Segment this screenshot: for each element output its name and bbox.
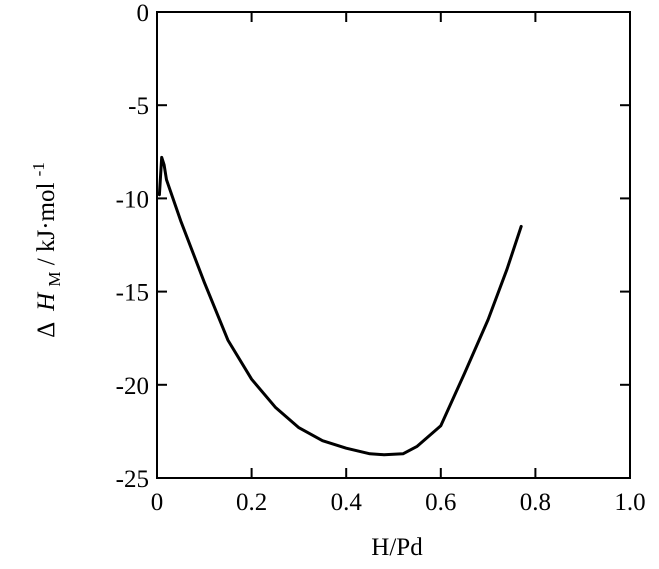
y-tick-label: -10 xyxy=(116,186,149,213)
y-tick-label: -25 xyxy=(116,466,149,493)
x-tick-label: 1.0 xyxy=(614,489,645,516)
y-tick-labels: 0 -5 -10 -15 -20 -25 xyxy=(116,0,149,493)
x-tick-label: 0 xyxy=(151,489,164,516)
x-ticks xyxy=(156,12,631,478)
y-axis-label-superscript: -1 xyxy=(29,162,48,176)
y-axis-label: Δ H M / kJ·mol -1 xyxy=(29,162,66,338)
x-tick-labels: 0 0.2 0.4 0.6 0.8 1.0 xyxy=(151,489,646,516)
y-tick-label: -20 xyxy=(116,373,149,400)
x-tick-label: 0.6 xyxy=(425,489,456,516)
y-ticks xyxy=(157,11,630,479)
y-axis-label-unit: / kJ·mol xyxy=(33,183,60,266)
y-tick-label: 0 xyxy=(137,0,150,27)
y-axis-label-subscript: M xyxy=(45,271,64,286)
x-axis-label: H/Pd xyxy=(371,534,423,561)
x-tick-label: 0.8 xyxy=(520,489,551,516)
y-axis-label-delta: Δ xyxy=(33,322,60,338)
y-axis-label-symbol: H xyxy=(33,291,60,312)
y-tick-label: -5 xyxy=(128,93,149,120)
plot-frame xyxy=(156,11,631,479)
y-tick-label: -15 xyxy=(116,280,149,307)
series-line xyxy=(157,155,523,457)
x-tick-label: 0.4 xyxy=(331,489,363,516)
x-tick-label: 0.2 xyxy=(236,489,267,516)
